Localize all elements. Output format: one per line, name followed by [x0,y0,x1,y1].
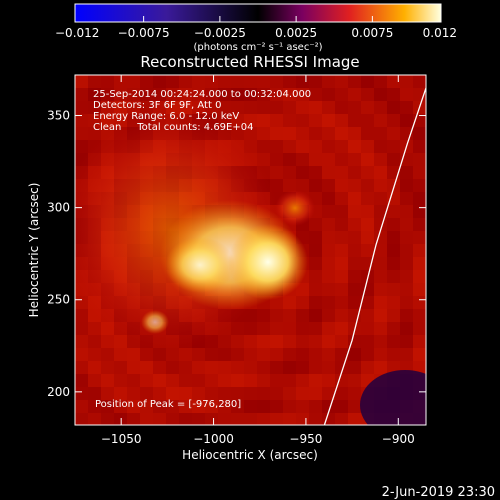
x-tick-label: −950 [289,432,322,446]
y-tick-label: 200 [47,385,70,399]
colorbar-tick-label: 0.012 [423,26,457,40]
chart-title: Reconstructed RHESSI Image [140,53,359,71]
colorbar-tick-label: 0.0075 [351,26,393,40]
x-tick-label: −1050 [101,432,142,446]
x-tick-label: −1000 [193,432,234,446]
info-line-time: 25-Sep-2014 00:24:24.000 to 00:32:04.000 [93,89,311,100]
colorbar-tick-label: −0.012 [55,26,99,40]
y-tick-label: 300 [47,201,70,215]
y-tick-label: 350 [47,109,70,123]
axis-ticks: −1050 −1000 −950 −900 200 250 300 350 [47,75,426,446]
footer-date: 2-Jun-2019 23:30 [382,485,495,500]
x-tick-label: −900 [382,432,415,446]
info-line-clean: Clean Total counts: 4.69E+04 [93,122,253,133]
colorbar-tick-label: 0.0025 [275,26,317,40]
info-line-energy: Energy Range: 6.0 - 12.0 keV [93,111,239,122]
colorbar-tick-label: −0.0025 [194,26,246,40]
colorbar-units: (photons cm⁻² s⁻¹ asec⁻²) [193,42,322,53]
plot-area [75,75,426,425]
observation-info: 25-Sep-2014 00:24:24.000 to 00:32:04.000… [93,89,311,133]
x-axis-label: Heliocentric X (arcsec) [182,448,318,462]
y-axis-label: Heliocentric Y (arcsec) [27,183,41,318]
colorbar-ticks: −0.012 −0.0075 −0.0025 0.0025 0.0075 0.012 [55,16,457,40]
colorbar [74,3,442,23]
y-tick-label: 250 [47,293,70,307]
colorbar-tick-label: −0.0075 [118,26,170,40]
info-line-detectors: Detectors: 3F 6F 9F, Att 0 [93,100,221,111]
peak-position-label: Position of Peak = [-976,280] [95,399,241,410]
solar-limb-line [323,87,426,425]
plot-frame [74,74,427,426]
